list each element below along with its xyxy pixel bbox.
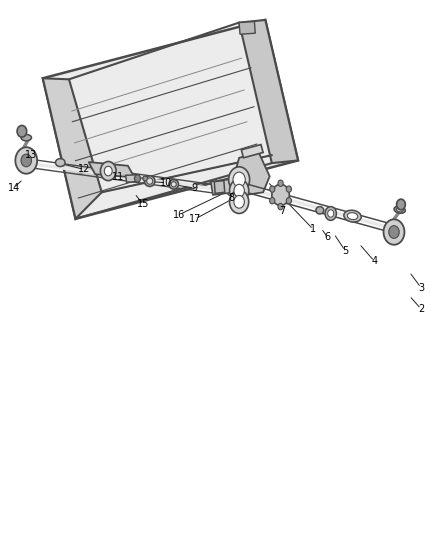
Ellipse shape [346, 213, 357, 220]
Text: 5: 5 [341, 246, 347, 256]
Circle shape [286, 198, 291, 204]
Ellipse shape [142, 176, 148, 181]
Circle shape [228, 167, 249, 192]
Circle shape [104, 166, 112, 176]
Text: 4: 4 [371, 256, 377, 266]
Circle shape [134, 175, 140, 182]
Polygon shape [214, 181, 224, 193]
Circle shape [269, 186, 274, 192]
Text: 17: 17 [189, 214, 201, 224]
Circle shape [269, 198, 274, 204]
Ellipse shape [171, 182, 176, 187]
Ellipse shape [21, 134, 32, 141]
Circle shape [21, 154, 32, 167]
Polygon shape [239, 21, 254, 34]
Polygon shape [210, 179, 234, 195]
Circle shape [277, 180, 283, 187]
Circle shape [233, 196, 244, 208]
Circle shape [100, 161, 116, 181]
Circle shape [277, 204, 283, 210]
Circle shape [383, 219, 403, 245]
Polygon shape [239, 20, 297, 163]
Ellipse shape [144, 176, 155, 187]
Ellipse shape [343, 210, 360, 222]
Text: 10: 10 [160, 177, 172, 188]
Circle shape [286, 186, 291, 192]
Polygon shape [241, 144, 262, 158]
Circle shape [327, 210, 333, 217]
Circle shape [17, 125, 27, 137]
Polygon shape [234, 152, 269, 195]
Text: 15: 15 [137, 199, 149, 209]
Polygon shape [43, 20, 297, 219]
Polygon shape [88, 162, 134, 177]
Text: 3: 3 [417, 282, 423, 293]
Text: 12: 12 [78, 165, 90, 174]
Text: 13: 13 [25, 150, 37, 160]
Circle shape [233, 184, 244, 197]
Circle shape [396, 199, 404, 210]
Text: 16: 16 [173, 209, 185, 220]
Text: 7: 7 [279, 206, 285, 216]
Ellipse shape [55, 159, 65, 166]
Polygon shape [43, 78, 102, 219]
Text: 14: 14 [7, 183, 20, 193]
Ellipse shape [315, 207, 323, 214]
Ellipse shape [395, 207, 402, 212]
Polygon shape [125, 175, 137, 182]
Text: 1: 1 [310, 224, 316, 235]
Ellipse shape [146, 178, 152, 184]
Text: 11: 11 [112, 172, 124, 182]
Text: 6: 6 [324, 232, 330, 243]
Circle shape [324, 207, 336, 220]
Circle shape [233, 172, 245, 187]
Text: 8: 8 [228, 192, 234, 203]
Text: 2: 2 [417, 304, 423, 314]
Circle shape [229, 190, 248, 214]
Ellipse shape [169, 180, 178, 189]
Text: 9: 9 [191, 183, 197, 193]
Circle shape [229, 179, 248, 203]
Circle shape [388, 225, 398, 238]
Circle shape [15, 147, 37, 174]
Ellipse shape [393, 206, 404, 213]
Circle shape [271, 184, 289, 206]
